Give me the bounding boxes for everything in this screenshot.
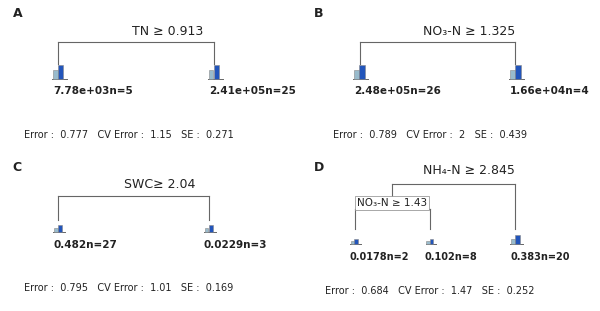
Bar [54,228,58,232]
Text: Error :  0.777   CV Error :  1.15   SE :  0.271: Error : 0.777 CV Error : 1.15 SE : 0.271 [23,130,233,140]
Text: 0.102n=8: 0.102n=8 [425,252,478,262]
Text: 1.66e+04n=4: 1.66e+04n=4 [510,86,590,96]
Bar [355,70,359,79]
Text: NH₄-N ≥ 2.845: NH₄-N ≥ 2.845 [423,165,515,178]
Text: Error :  0.684   CV Error :  1.47   SE :  0.252: Error : 0.684 CV Error : 1.47 SE : 0.252 [325,286,535,296]
Bar [511,239,515,244]
Text: TN ≥ 0.913: TN ≥ 0.913 [132,25,203,38]
Bar [205,228,208,232]
Bar [515,65,521,79]
Bar [209,70,213,79]
Text: Error :  0.789   CV Error :  2   SE :  0.439: Error : 0.789 CV Error : 2 SE : 0.439 [333,130,527,140]
Bar [510,70,515,79]
Text: 0.383n=20: 0.383n=20 [510,252,570,262]
Text: 0.0178n=2: 0.0178n=2 [349,252,409,262]
Text: C: C [13,161,22,174]
Bar [515,235,520,244]
Bar [214,65,219,79]
Bar [351,241,354,244]
Text: 2.41e+05n=25: 2.41e+05n=25 [209,86,296,96]
Text: NO₃-N ≥ 1.43: NO₃-N ≥ 1.43 [357,198,427,208]
Bar [209,225,212,232]
Bar [354,239,358,244]
Text: SWC≥ 2.04: SWC≥ 2.04 [124,178,195,191]
Bar [359,65,365,79]
Text: B: B [314,7,324,20]
Text: A: A [13,7,22,20]
Text: 2.48e+05n=26: 2.48e+05n=26 [355,86,442,96]
Text: NO₃-N ≥ 1.325: NO₃-N ≥ 1.325 [423,25,515,38]
Text: 0.482n=27: 0.482n=27 [53,240,117,250]
Text: 0.0229n=3: 0.0229n=3 [204,240,267,250]
Text: 7.78e+03n=5: 7.78e+03n=5 [53,86,133,96]
Bar [430,239,433,244]
Bar [427,241,430,244]
Text: D: D [314,161,325,174]
Text: Error :  0.795   CV Error :  1.01   SE :  0.169: Error : 0.795 CV Error : 1.01 SE : 0.169 [24,283,233,293]
Bar [58,65,63,79]
Bar [53,70,58,79]
Bar [58,225,62,232]
